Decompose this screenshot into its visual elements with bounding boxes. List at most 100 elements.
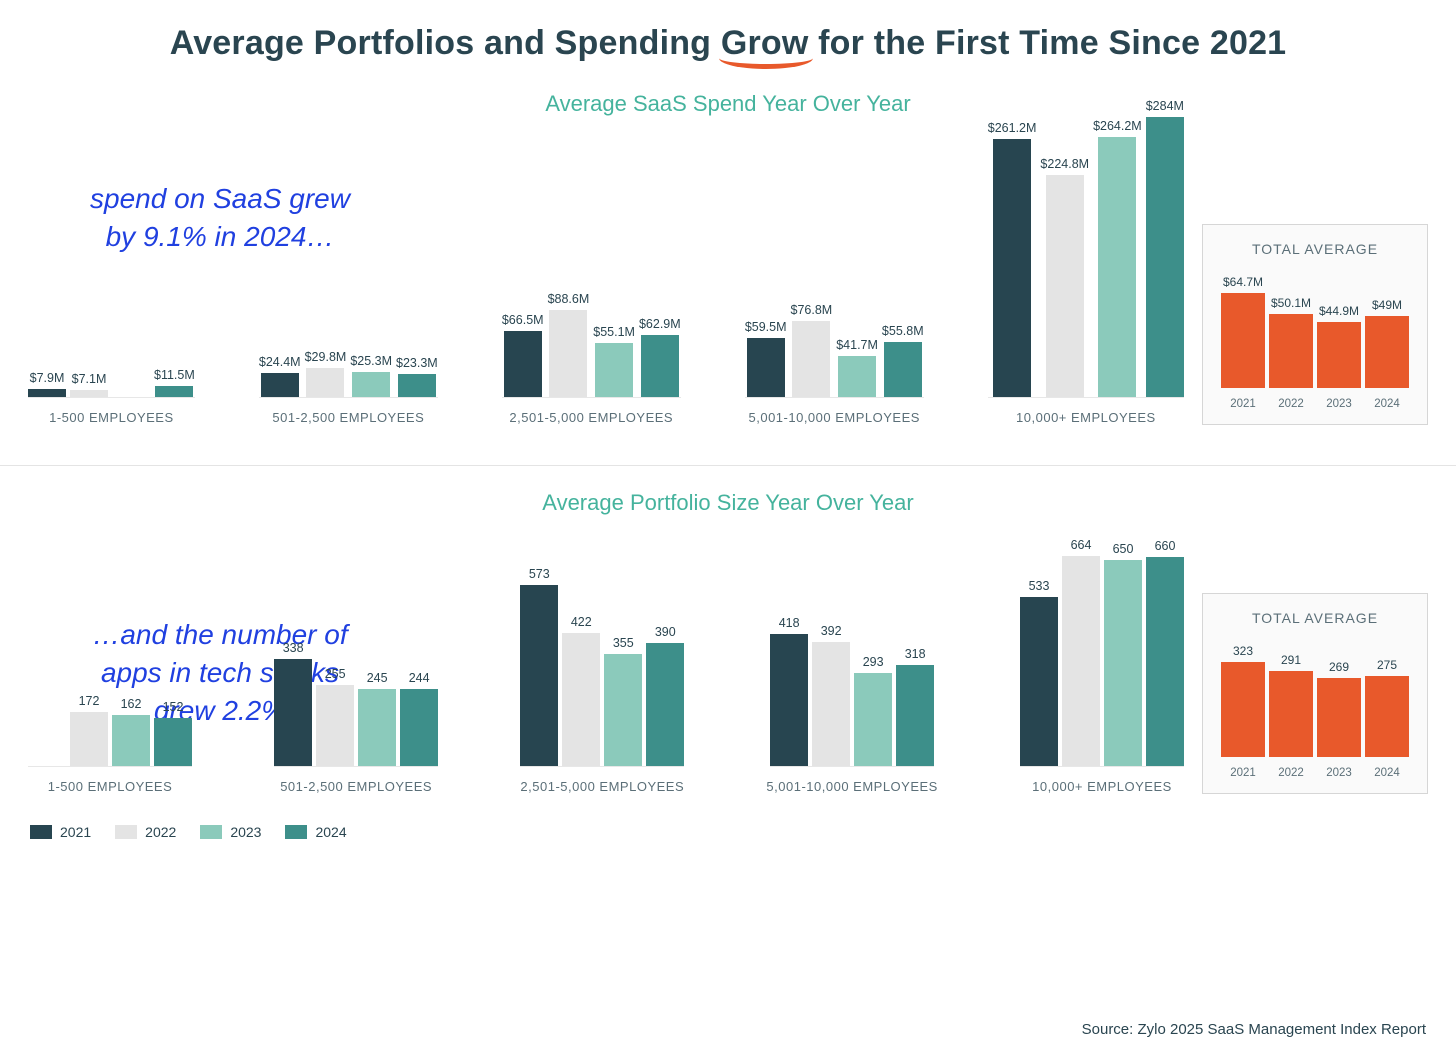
bar-value-label: 650 bbox=[1113, 542, 1134, 556]
total-bar bbox=[1269, 314, 1313, 388]
bar-wrap: 392 bbox=[812, 526, 850, 766]
bar-value-label: 318 bbox=[905, 647, 926, 661]
bar bbox=[1046, 175, 1084, 397]
bar-wrap: 355 bbox=[604, 526, 642, 766]
title-post: for the First Time Since 2021 bbox=[809, 24, 1287, 62]
total-bar-year: 2024 bbox=[1374, 398, 1400, 410]
bar-value-label: $59.5M bbox=[745, 320, 787, 334]
legend-swatch bbox=[30, 825, 52, 839]
page-title: Average Portfolios and Spending Grow for… bbox=[170, 24, 1287, 62]
legend-label: 2024 bbox=[315, 824, 346, 840]
legend-item: 2024 bbox=[285, 824, 346, 840]
legend-swatch bbox=[200, 825, 222, 839]
bar-value-label: 533 bbox=[1029, 579, 1050, 593]
title-grow: Grow bbox=[721, 24, 809, 63]
page-title-wrap: Average Portfolios and Spending Grow for… bbox=[0, 0, 1456, 63]
group-xaxis-label: 2,501-5,000 EMPLOYEES bbox=[509, 410, 673, 425]
bar bbox=[70, 712, 108, 766]
group-xaxis-label: 501-2,500 EMPLOYEES bbox=[272, 410, 424, 425]
bar-value-label: 152 bbox=[163, 700, 184, 714]
group-xaxis-label: 10,000+ EMPLOYEES bbox=[1032, 779, 1172, 794]
bar-group: 338255245244 bbox=[274, 527, 438, 767]
bar-wrap: $24.4M bbox=[259, 97, 301, 397]
title-pre: Average Portfolios and Spending bbox=[170, 24, 721, 62]
spend-total-box: TOTAL AVERAGE $64.7M2021$50.1M2022$44.9M… bbox=[1202, 224, 1428, 425]
bar-wrap: $66.5M bbox=[502, 97, 544, 397]
spend-total-bars: $64.7M2021$50.1M2022$44.9M2023$49M2024 bbox=[1221, 275, 1409, 410]
bar bbox=[1104, 560, 1142, 766]
group-xaxis-label: 1-500 EMPLOYEES bbox=[49, 410, 174, 425]
bar-value-label: $66.5M bbox=[502, 313, 544, 327]
chart-group: 1721621521-500 EMPLOYEES bbox=[28, 527, 192, 794]
bar-wrap: $264.2M bbox=[1093, 97, 1142, 397]
group-xaxis-label: 10,000+ EMPLOYEES bbox=[1016, 410, 1156, 425]
bar-value-label: $11.5M bbox=[154, 368, 195, 382]
bar bbox=[306, 368, 344, 397]
bar bbox=[1146, 557, 1184, 766]
bar bbox=[595, 343, 633, 397]
bar bbox=[70, 390, 108, 397]
bar bbox=[352, 372, 390, 397]
total-bar-wrap: $64.7M2021 bbox=[1221, 275, 1265, 410]
bar-group: $59.5M$76.8M$41.7M$55.8M bbox=[745, 98, 924, 398]
chart-group: 5734223553902,501-5,000 EMPLOYEES bbox=[520, 527, 684, 794]
bar bbox=[604, 654, 642, 766]
total-bar-wrap: 3232021 bbox=[1221, 644, 1265, 779]
bar-wrap: 664 bbox=[1062, 526, 1100, 766]
group-xaxis-label: 2,501-5,000 EMPLOYEES bbox=[520, 779, 684, 794]
bar-value-label: $62.9M bbox=[639, 317, 681, 331]
group-xaxis-label: 501-2,500 EMPLOYEES bbox=[280, 779, 432, 794]
bar-wrap: 255 bbox=[316, 526, 354, 766]
bar-value-label: 245 bbox=[367, 671, 388, 685]
bar-value-label: $7.9M bbox=[30, 371, 65, 385]
portfolio-total-box: TOTAL AVERAGE 32320212912022269202327520… bbox=[1202, 593, 1428, 794]
bar bbox=[504, 331, 542, 397]
bar-value-label: $55.1M bbox=[593, 325, 635, 339]
portfolio-chart-title: Average Portfolio Size Year Over Year bbox=[0, 490, 1456, 516]
spend-chart-groups: $7.9M $7.1M $11.5M 1-500 EMPLOYEES $24.4M$29… bbox=[28, 98, 1184, 425]
bar-value-label: 390 bbox=[655, 625, 676, 639]
bar-wrap: 338 bbox=[274, 526, 312, 766]
bar-wrap: 390 bbox=[646, 526, 684, 766]
bar-wrap: 422 bbox=[562, 526, 600, 766]
bar-wrap: $7.9M bbox=[28, 97, 66, 397]
bar-value-label: $25.3M bbox=[350, 354, 392, 368]
total-bar-wrap: $44.9M2023 bbox=[1317, 275, 1361, 410]
bar-wrap: $284M bbox=[1146, 97, 1184, 397]
total-bar-wrap: 2912022 bbox=[1269, 644, 1313, 779]
total-bar-value-label: $50.1M bbox=[1271, 296, 1311, 310]
bar-wrap: $29.8M bbox=[305, 97, 347, 397]
chart-group: 4183922933185,001-10,000 EMPLOYEES bbox=[766, 527, 937, 794]
legend-swatch bbox=[285, 825, 307, 839]
bar-group: 573422355390 bbox=[520, 527, 684, 767]
bar bbox=[398, 374, 436, 397]
bar-wrap: 293 bbox=[854, 526, 892, 766]
legend-item: 2022 bbox=[115, 824, 176, 840]
bar-value-label: $261.2M bbox=[988, 121, 1037, 135]
bar bbox=[549, 310, 587, 397]
bar-value-label: $284M bbox=[1146, 99, 1184, 113]
bar-wrap: $11.5M bbox=[154, 97, 195, 397]
total-bar-wrap: 2692023 bbox=[1317, 644, 1361, 779]
total-bar bbox=[1317, 678, 1361, 757]
bar-group: 418392293318 bbox=[770, 527, 934, 767]
bar bbox=[747, 338, 785, 397]
bar-wrap: $7.1M bbox=[70, 97, 108, 397]
bar bbox=[155, 386, 193, 397]
total-bar-wrap: $49M2024 bbox=[1365, 275, 1409, 410]
total-bar-value-label: $44.9M bbox=[1319, 304, 1359, 318]
total-bar-value-label: 275 bbox=[1377, 658, 1397, 672]
bar-wrap bbox=[28, 526, 66, 766]
bar-wrap: $23.3M bbox=[396, 97, 438, 397]
bar bbox=[261, 373, 299, 397]
bar-wrap: $55.8M bbox=[882, 97, 924, 397]
total-bar bbox=[1317, 322, 1361, 388]
total-bar-wrap: $50.1M2022 bbox=[1269, 275, 1313, 410]
bar bbox=[641, 335, 679, 397]
portfolio-chart-groups: 1721621521-500 EMPLOYEES338255245244501-… bbox=[28, 527, 1184, 794]
total-bar-value-label: $64.7M bbox=[1223, 275, 1263, 289]
chart-group: $261.2M$224.8M$264.2M$284M10,000+ EMPLOY… bbox=[988, 98, 1184, 425]
bar-group: 533664650660 bbox=[1020, 527, 1184, 767]
chart-group: $66.5M$88.6M$55.1M$62.9M2,501-5,000 EMPL… bbox=[502, 98, 681, 425]
bar-value-label: 422 bbox=[571, 615, 592, 629]
